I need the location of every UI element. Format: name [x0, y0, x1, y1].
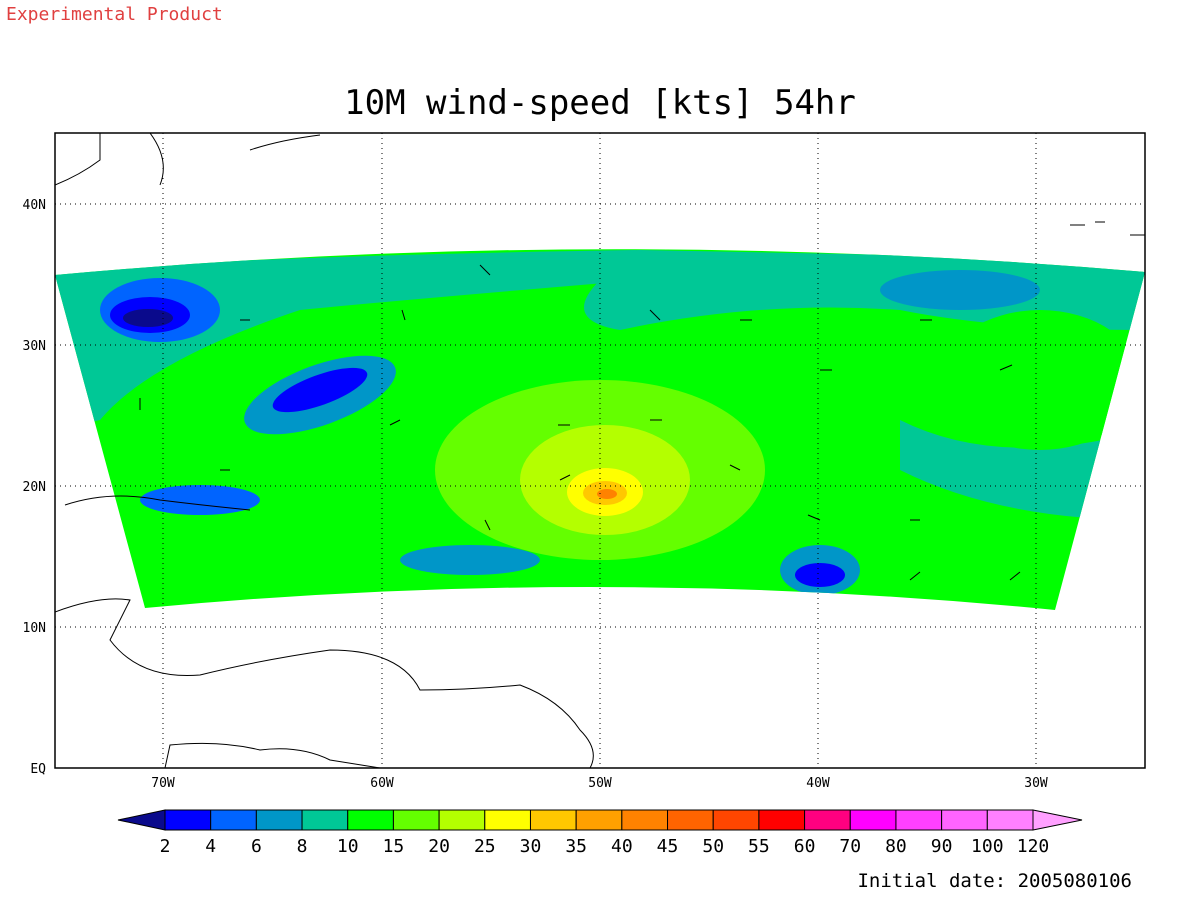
colorbar-segment [804, 809, 851, 831]
colorbar-segment [255, 809, 303, 831]
colorbar-segment [712, 809, 760, 831]
colorbar-segment [667, 809, 714, 831]
colorbar-label: 50 [702, 836, 724, 857]
colorbar-label: 2 [160, 836, 171, 857]
colorbar-segment [210, 809, 257, 831]
map-title: 10M wind-speed [kts] 54hr [344, 83, 856, 123]
colorbar-high [1032, 809, 1083, 831]
colorbar-label: 40 [611, 836, 633, 857]
colorbar-label: 70 [839, 836, 861, 857]
lat-label: 20N [23, 480, 46, 495]
graticule [55, 133, 1145, 768]
colorbar-low [117, 809, 166, 831]
map-frame [54, 132, 1146, 769]
colorbar-label: 60 [794, 836, 816, 857]
colorbar-segment [438, 809, 486, 831]
colorbar-label: 10 [337, 836, 359, 857]
colorbar-label: 6 [251, 836, 262, 857]
lat-label: EQ [30, 762, 46, 777]
colorbar-label: 25 [474, 836, 496, 857]
colorbar-label: 15 [383, 836, 405, 857]
colorbar-segment [392, 809, 440, 831]
lat-label: 10N [23, 621, 46, 636]
lat-label: 30N [23, 339, 46, 354]
colorbar-label: 80 [885, 836, 907, 857]
colorbar-label: 120 [1017, 836, 1050, 857]
colorbar-label: 55 [748, 836, 770, 857]
colorbar-segment [895, 809, 943, 831]
lon-label: 50W [588, 776, 612, 791]
colorbar-label: 35 [565, 836, 587, 857]
colorbar-segment [621, 809, 669, 831]
initial-date: Initial date: 2005080106 [857, 870, 1132, 892]
lon-label: 60W [370, 776, 394, 791]
experimental-note: Experimental Product [6, 4, 223, 25]
colorbar-segment [347, 809, 394, 831]
colorbar-label: 8 [297, 836, 308, 857]
colorbar-label: 90 [931, 836, 953, 857]
colorbar-segment [575, 809, 623, 831]
colorbar-label: 45 [657, 836, 679, 857]
colorbar-segment [529, 809, 577, 831]
lat-label: 40N [23, 198, 46, 213]
colorbar-label: 20 [428, 836, 450, 857]
colorbar-segment [301, 809, 349, 831]
colorbar-segment [849, 809, 897, 831]
colorbar-segment [941, 809, 988, 831]
lon-label: 40W [806, 776, 830, 791]
colorbar-label: 4 [205, 836, 216, 857]
colorbar-segment [164, 809, 212, 831]
wind-arrows [139, 264, 1021, 581]
lon-label: 70W [151, 776, 175, 791]
colorbar-label: 100 [971, 836, 1004, 857]
colorbar-segment [986, 809, 1034, 831]
colorbar-label: 30 [520, 836, 542, 857]
colorbar-segment [484, 809, 531, 831]
lon-label: 30W [1024, 776, 1048, 791]
wind-field [55, 133, 1145, 768]
colorbar-segment [758, 809, 806, 831]
